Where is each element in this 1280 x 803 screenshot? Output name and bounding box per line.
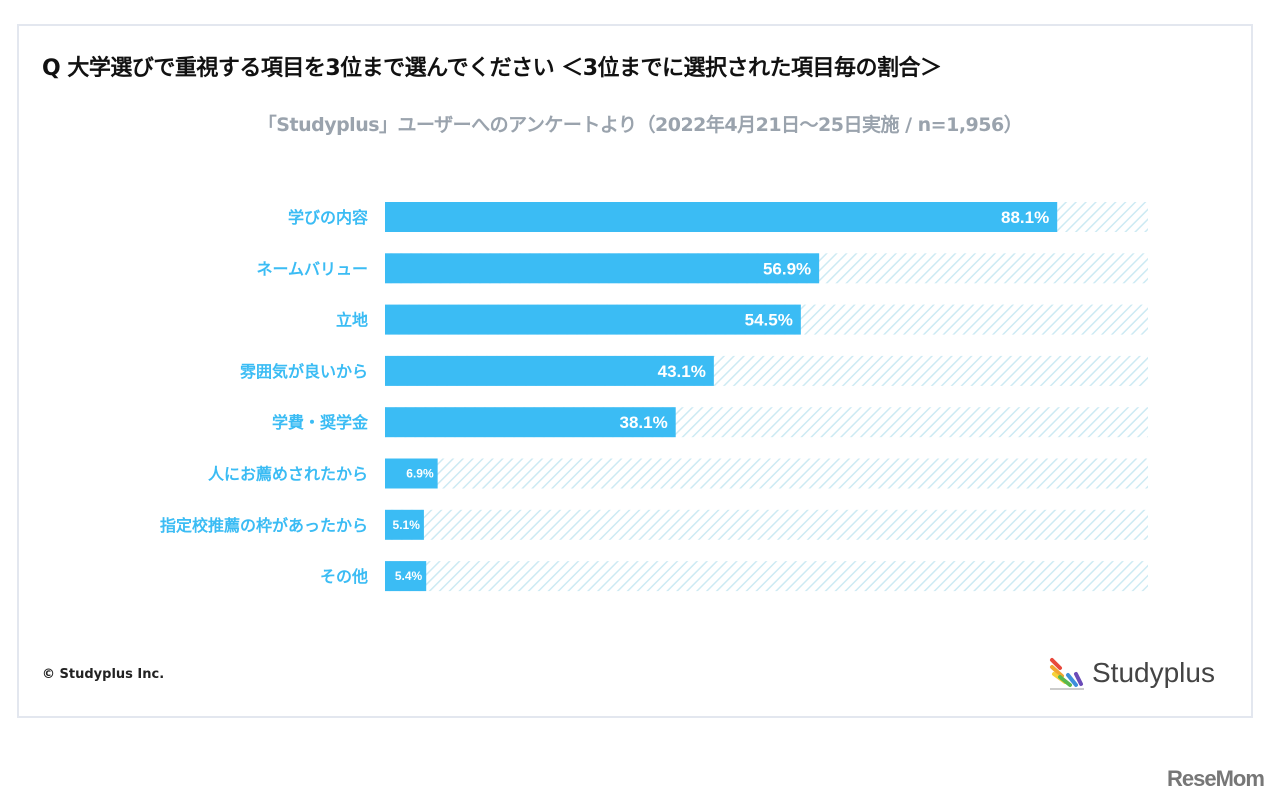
chart-subtitle: 「Studyplus」ユーザーへのアンケートより（2022年4月21日〜25日実…	[257, 114, 1023, 136]
value-label: 6.9%	[406, 467, 434, 481]
value-label: 54.5%	[745, 311, 793, 330]
bar	[385, 253, 820, 284]
copyright: © Studyplus Inc.	[42, 667, 165, 682]
value-label: 43.1%	[658, 362, 706, 381]
bar	[385, 561, 427, 592]
category-label: その他	[320, 567, 368, 586]
category-label: 学費・奨学金	[272, 413, 369, 432]
bar-remainder	[385, 561, 1148, 592]
value-label: 5.4%	[395, 569, 423, 583]
bar	[385, 407, 676, 438]
category-label: 人にお薦めされたから	[208, 465, 368, 484]
bar	[385, 355, 714, 386]
bar	[385, 202, 1058, 232]
resemom-watermark: ReseMom	[1167, 766, 1265, 791]
bar-remainder	[385, 509, 1148, 540]
value-label: 38.1%	[619, 413, 667, 432]
chart-title: Q 大学選びで重視する項目を3位まで選んでください ＜3位までに選択された項目毎…	[42, 56, 942, 81]
bar	[385, 304, 801, 335]
pencil-stripes-icon	[1050, 658, 1084, 690]
bar	[385, 458, 438, 489]
bar-remainder	[385, 458, 1148, 489]
logo-text: Studyplus	[1092, 657, 1215, 688]
category-label: 立地	[336, 311, 368, 330]
category-label: 指定校推薦の枠があったから	[160, 516, 368, 535]
value-label: 56.9%	[763, 259, 811, 278]
category-label: 雰囲気が良いから	[240, 362, 368, 381]
bar	[385, 509, 424, 540]
studyplus-logo: Studyplus	[1048, 654, 1215, 692]
value-label: 88.1%	[1001, 208, 1049, 227]
category-label: 学びの内容	[288, 208, 368, 227]
value-label: 5.1%	[393, 518, 421, 532]
category-label: ネームバリュー	[256, 259, 368, 278]
